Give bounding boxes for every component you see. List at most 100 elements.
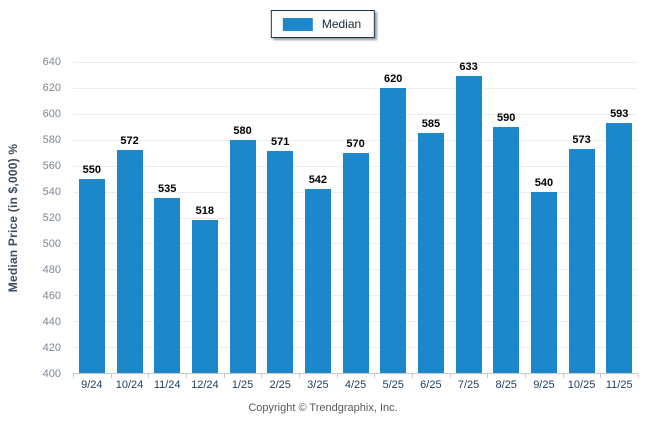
bar-series-median: 550 572 535 518 580 571 542 570 620 585 633 590 540 5… xyxy=(73,62,638,373)
x-axis-tick-mark xyxy=(600,374,602,378)
bar-group: 633 xyxy=(450,62,488,373)
bar-group: 590 xyxy=(487,62,525,373)
bar-group: 585 xyxy=(412,62,450,373)
x-tick-label: 5/25 xyxy=(382,379,404,391)
y-tick-label: 640 xyxy=(42,56,61,68)
x-tick-label: 11/25 xyxy=(605,379,633,391)
bar-group: 542 xyxy=(299,62,337,373)
y-tick-label: 600 xyxy=(42,108,61,120)
y-tick-label: 620 xyxy=(42,82,61,94)
y-tick-label: 520 xyxy=(42,212,61,224)
bar-value-label: 573 xyxy=(572,133,591,146)
x-axis-tick-mark xyxy=(487,374,489,378)
bar xyxy=(154,198,181,373)
bar-value-label: 620 xyxy=(384,72,403,85)
bar-value-label: 518 xyxy=(195,205,215,218)
x-axis-tick-mark xyxy=(336,374,338,378)
x-axis-tick-mark xyxy=(562,374,564,378)
bar xyxy=(116,150,143,373)
bar-group: 550 xyxy=(73,62,111,373)
bar-group: 518 xyxy=(186,62,224,373)
y-tick-label: 560 xyxy=(42,160,61,172)
bar-group: 572 xyxy=(111,62,149,373)
legend-swatch-icon xyxy=(282,17,313,31)
x-tick-label: 10/25 xyxy=(567,379,596,391)
bar-group: 580 xyxy=(224,62,262,373)
legend-label: Median xyxy=(321,17,362,31)
y-axis-title: Median Price (in $,000) % xyxy=(6,143,21,293)
x-tick-label: 3/25 xyxy=(307,379,329,391)
x-axis-tick-mark xyxy=(525,374,526,378)
bar xyxy=(417,133,444,373)
x-axis-tick-mark xyxy=(148,374,150,378)
x-axis-tick-mark xyxy=(261,374,263,378)
x-tick-label: 12/24 xyxy=(191,379,219,391)
y-axis-tick-labels: 400 420 440 460 480 500 520 540 560 580 600 620 640 xyxy=(30,56,67,380)
bar-value-label: 535 xyxy=(158,183,177,196)
y-tick-label: 480 xyxy=(42,264,61,276)
y-tick-label: 540 xyxy=(42,186,61,198)
gridline xyxy=(73,87,638,89)
legend-item-median[interactable]: Median xyxy=(270,10,376,38)
x-axis-tick-mark xyxy=(110,374,112,378)
bar-value-label: 540 xyxy=(534,176,554,189)
bar-value-label: 590 xyxy=(497,111,516,124)
bar-value-label: 593 xyxy=(610,107,629,120)
bar-value-label: 570 xyxy=(346,137,365,150)
bar xyxy=(304,189,331,373)
x-tick-label: 6/25 xyxy=(420,379,442,391)
y-tick-label: 580 xyxy=(42,134,61,146)
bar xyxy=(342,152,369,373)
bar xyxy=(78,178,105,373)
y-tick-label: 460 xyxy=(42,290,61,302)
bar-value-label: 580 xyxy=(233,124,252,137)
x-tick-label: 10/24 xyxy=(115,379,144,391)
x-axis-tick-mark xyxy=(412,374,413,378)
bar xyxy=(530,191,557,373)
y-tick-label: 440 xyxy=(42,316,61,328)
x-axis-tick-mark xyxy=(374,374,376,378)
x-tick-label: 1/25 xyxy=(231,379,254,391)
bar-group: 570 xyxy=(337,62,375,373)
x-axis-tick-mark xyxy=(73,374,74,378)
x-axis-tick-mark xyxy=(449,374,451,378)
bar xyxy=(455,76,482,373)
bar-value-label: 633 xyxy=(459,61,478,73)
bar-group: 571 xyxy=(261,62,299,373)
x-axis-ticks xyxy=(73,374,639,378)
bar xyxy=(606,122,633,373)
bar xyxy=(267,151,294,373)
bar-group: 620 xyxy=(374,62,412,373)
x-axis-labels: 9/24 10/24 11/24 12/24 1/25 2/25 3/25 4/25 5/25 6… xyxy=(73,379,638,391)
y-tick-label: 420 xyxy=(42,342,61,354)
bar-group: 573 xyxy=(563,62,601,373)
x-tick-label: 7/25 xyxy=(457,379,480,391)
bar-group: 535 xyxy=(148,62,186,373)
gridline xyxy=(73,113,638,115)
bar-group: 593 xyxy=(600,62,638,373)
bar-value-label: 542 xyxy=(308,174,328,186)
x-tick-label: 9/25 xyxy=(533,379,555,391)
gridline xyxy=(73,139,638,141)
gridline xyxy=(73,62,638,63)
x-tick-label: 4/25 xyxy=(344,379,367,391)
bar-value-label: 572 xyxy=(120,135,139,148)
bar xyxy=(229,139,256,373)
bar-value-label: 571 xyxy=(271,136,290,149)
x-tick-label: 11/24 xyxy=(153,379,181,391)
x-tick-label: 2/25 xyxy=(269,379,291,391)
y-tick-label: 400 xyxy=(42,368,61,380)
copyright-text: Copyright © Trendgraphix, Inc. xyxy=(248,402,398,414)
bar xyxy=(380,87,407,373)
bar-group: 540 xyxy=(525,62,563,373)
x-axis-tick-mark xyxy=(299,374,300,378)
x-axis-tick-mark xyxy=(186,374,187,378)
bar-value-label: 585 xyxy=(421,118,441,131)
plot-area: 550 572 535 518 580 571 542 570 620 585 633 590 540 5… xyxy=(73,62,639,378)
bar xyxy=(493,126,520,373)
x-tick-label: 9/24 xyxy=(81,379,103,391)
x-tick-label: 8/25 xyxy=(495,379,517,391)
y-tick-label: 500 xyxy=(42,238,61,250)
bar-value-label: 550 xyxy=(82,163,102,176)
